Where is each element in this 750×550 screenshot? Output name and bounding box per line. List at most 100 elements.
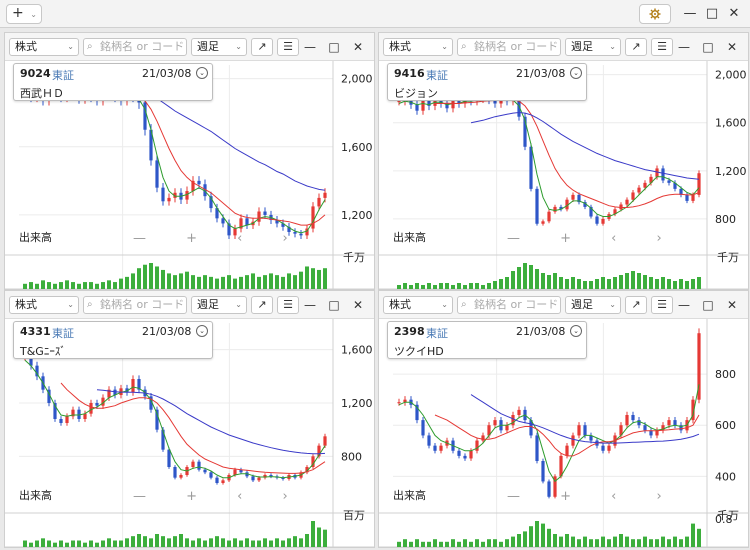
candle-body: [239, 469, 243, 473]
menu-button[interactable]: ☰: [277, 38, 299, 56]
panel-maximize-button[interactable]: □: [328, 298, 340, 312]
period-select[interactable]: 週足 ⌄: [191, 38, 247, 56]
panel-close-button[interactable]: ✕: [726, 40, 738, 54]
panel-maximize-button[interactable]: □: [702, 298, 714, 312]
panel-maximize-button[interactable]: □: [328, 40, 340, 54]
candle-body: [65, 416, 69, 423]
candle-body: [685, 194, 689, 201]
ma-short-line: [398, 98, 700, 217]
y-tick-label: 1,200: [341, 397, 373, 410]
candle-body: [415, 404, 419, 421]
candle-body: [583, 202, 587, 207]
panel-minimize-button[interactable]: —: [678, 298, 690, 312]
volume-bar: [487, 283, 491, 289]
period-select[interactable]: 週足 ⌄: [565, 38, 621, 56]
volume-bar: [553, 273, 557, 289]
settings-button[interactable]: [639, 4, 671, 24]
volume-bar: [529, 526, 533, 547]
popout-button[interactable]: ↗: [251, 38, 273, 56]
candle-body: [643, 425, 647, 431]
market-select[interactable]: 株式 ⌄: [383, 296, 453, 314]
app-close-button[interactable]: ✕: [728, 6, 740, 21]
market-select[interactable]: 株式 ⌄: [383, 38, 453, 56]
candle-body: [173, 192, 177, 198]
chart-nav-controls[interactable]: — + ‹ ›: [507, 231, 680, 246]
menu-button[interactable]: ☰: [651, 296, 673, 314]
date-label: 21/03/08: [516, 67, 566, 80]
search-input[interactable]: ⌕ 銘柄名 or コード: [83, 38, 187, 56]
exchange-label: 東証: [426, 327, 448, 340]
search-input[interactable]: ⌕ 銘柄名 or コード: [457, 38, 561, 56]
chevron-down-icon[interactable]: ⌄: [196, 67, 208, 79]
chart-panel: 株式 ⌄ ⌕ 銘柄名 or コード 週足 ⌄ ↗ ☰ — □ ✕ 2398 東証…: [378, 290, 749, 548]
chart-nav-controls[interactable]: — + ‹ ›: [507, 489, 680, 504]
volume-bar: [511, 536, 515, 547]
panel-minimize-button[interactable]: —: [678, 40, 690, 54]
app-minimize-button[interactable]: —: [683, 6, 697, 21]
candle-body: [113, 389, 117, 395]
candle-body: [619, 425, 623, 436]
volume-bar: [607, 539, 611, 547]
stock-info-card[interactable]: 2398 東証 21/03/08 ⌄ ツクイHD: [387, 321, 587, 359]
candle-body: [83, 413, 87, 419]
chart-nav-controls[interactable]: — + ‹ ›: [133, 489, 306, 504]
volume-bar: [323, 529, 327, 547]
popout-button[interactable]: ↗: [251, 296, 273, 314]
panel-close-button[interactable]: ✕: [352, 298, 364, 312]
candle-body: [215, 208, 219, 219]
ma-mid-line: [435, 99, 700, 208]
panel-minimize-button[interactable]: —: [304, 298, 316, 312]
panel-maximize-button[interactable]: □: [702, 40, 714, 54]
candle-body: [95, 403, 99, 406]
popout-button[interactable]: ↗: [625, 296, 647, 314]
candle-body: [595, 216, 599, 224]
candle-body: [131, 379, 135, 393]
volume-bar: [35, 283, 39, 289]
y-tick-label: 2,000: [715, 69, 747, 82]
volume-bar: [673, 281, 677, 289]
search-input[interactable]: ⌕ 銘柄名 or コード: [457, 296, 561, 314]
search-input[interactable]: ⌕ 銘柄名 or コード: [83, 296, 187, 314]
volume-bar: [691, 523, 695, 547]
volume-bar: [439, 541, 443, 547]
volume-bar: [655, 539, 659, 547]
market-select[interactable]: 株式 ⌄: [9, 296, 79, 314]
volume-bar: [457, 541, 461, 547]
candle-body: [29, 356, 33, 366]
market-select[interactable]: 株式 ⌄: [9, 38, 79, 56]
menu-button[interactable]: ☰: [651, 38, 673, 56]
exchange-label: 東証: [52, 69, 74, 82]
candle-body: [143, 102, 147, 130]
chart-nav-controls[interactable]: — + ‹ ›: [133, 231, 306, 246]
chevron-down-icon[interactable]: ⌄: [570, 67, 582, 79]
volume-bar: [233, 278, 237, 289]
panel-close-button[interactable]: ✕: [352, 40, 364, 54]
volume-bar: [625, 273, 629, 289]
chevron-down-icon[interactable]: ⌄: [570, 325, 582, 337]
stock-info-card[interactable]: 4331 東証 21/03/08 ⌄ T&Gﾆｰｽﾞ: [13, 321, 213, 359]
candle-body: [505, 425, 509, 431]
ma-long-line: [470, 111, 700, 180]
popout-button[interactable]: ↗: [625, 38, 647, 56]
volume-bar: [607, 279, 611, 289]
candle-body: [317, 445, 321, 457]
candle-body: [421, 99, 425, 111]
candle-body: [463, 455, 467, 459]
stock-info-card[interactable]: 9024 東証 21/03/08 ⌄ 西武ＨＤ: [13, 63, 213, 101]
period-select[interactable]: 週足 ⌄: [191, 296, 247, 314]
stock-info-card[interactable]: 9416 東証 21/03/08 ⌄ ビジョン: [387, 63, 587, 101]
price-chart[interactable]: 80060040020/01/0620/10/050.8: [379, 319, 749, 548]
app-maximize-button[interactable]: □: [705, 6, 719, 21]
menu-button[interactable]: ☰: [277, 296, 299, 314]
panel-minimize-button[interactable]: —: [304, 40, 316, 54]
period-select-value: 週足: [571, 298, 593, 311]
volume-bar: [203, 275, 207, 289]
candle-body: [451, 101, 455, 109]
add-panel-button[interactable]: + ⌄: [6, 4, 42, 24]
period-select[interactable]: 週足 ⌄: [565, 296, 621, 314]
volume-bar: [649, 277, 653, 289]
candle-body: [661, 168, 665, 181]
chevron-down-icon[interactable]: ⌄: [196, 325, 208, 337]
panel-close-button[interactable]: ✕: [726, 298, 738, 312]
